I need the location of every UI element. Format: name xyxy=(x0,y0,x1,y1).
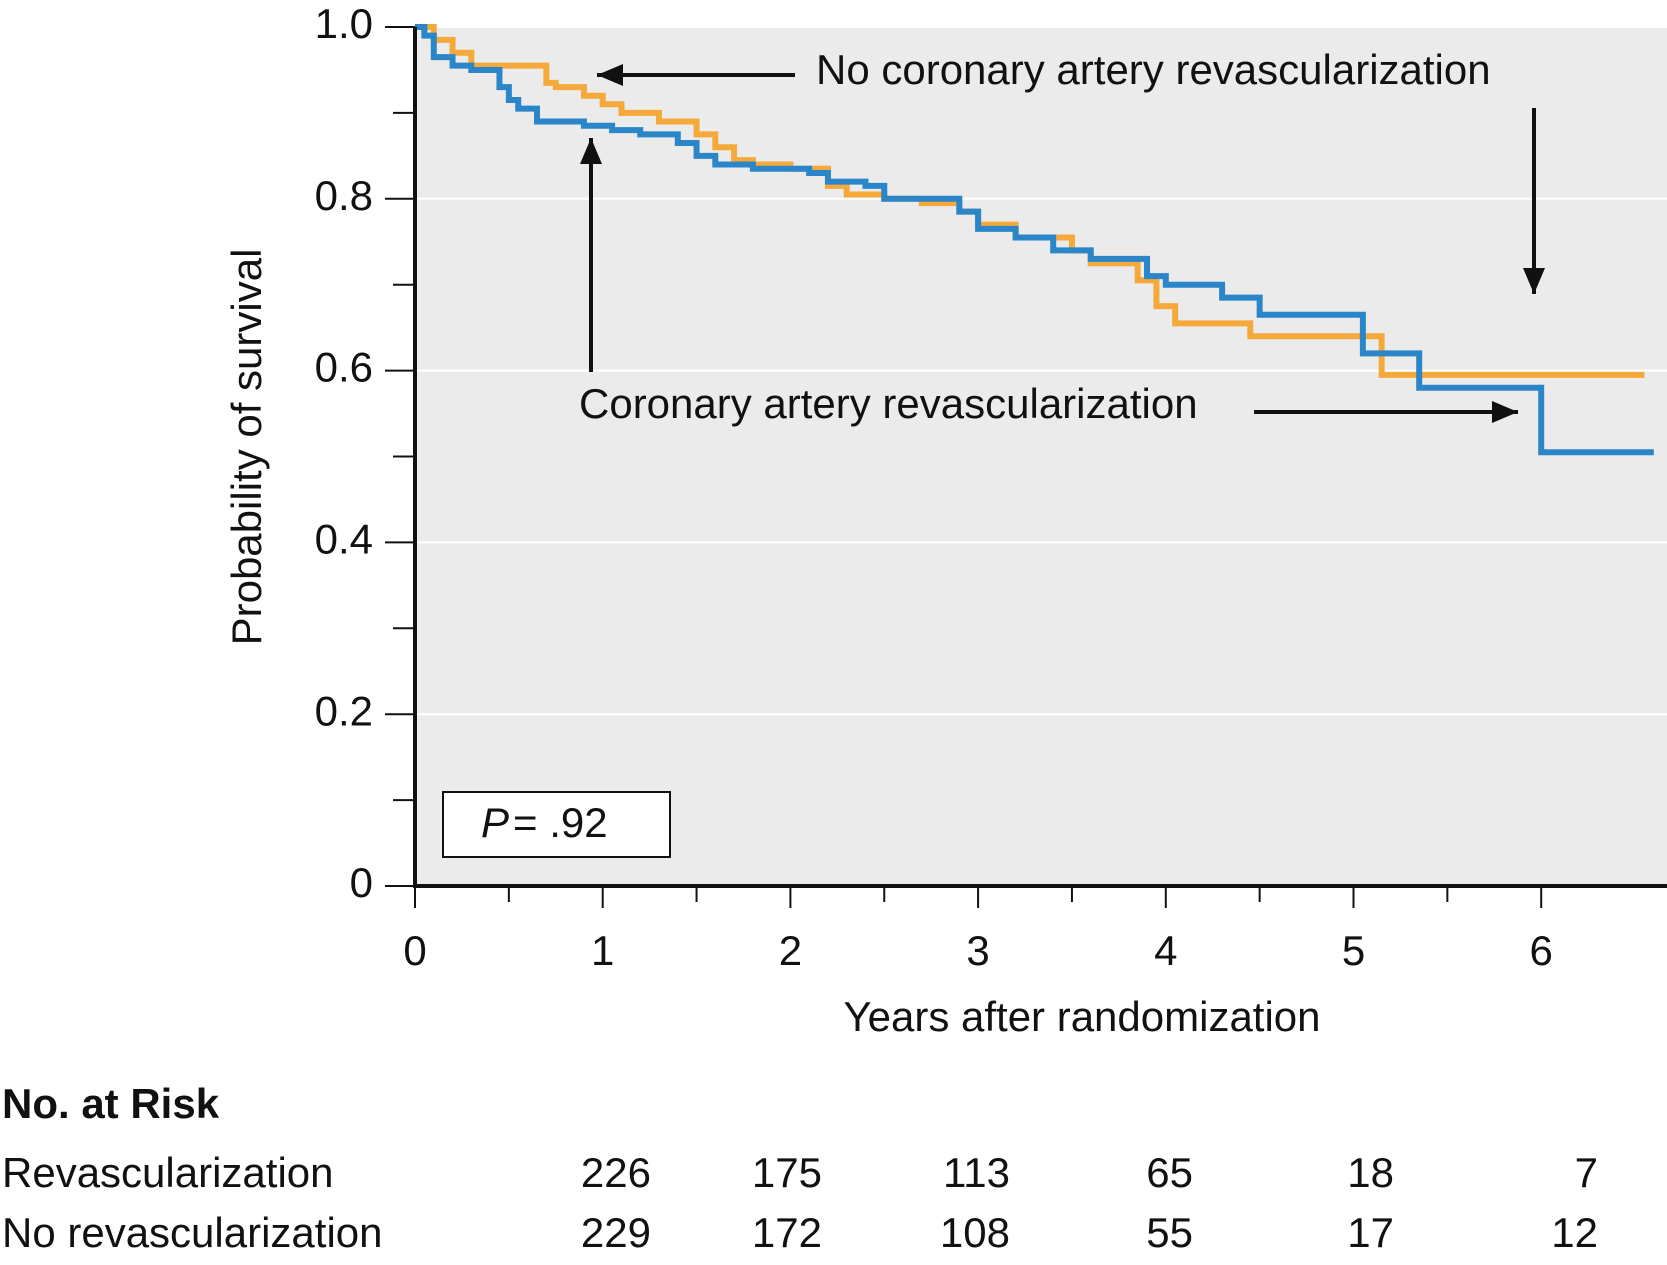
risk-count: 17 xyxy=(1347,1209,1394,1256)
risk-count: 55 xyxy=(1146,1209,1193,1256)
risk-count: 12 xyxy=(1551,1209,1598,1256)
risk-count: 172 xyxy=(752,1209,822,1256)
risk-count: 65 xyxy=(1146,1149,1193,1196)
x-tick-label: 5 xyxy=(1342,927,1365,974)
x-tick-label: 3 xyxy=(966,927,989,974)
y-axis-label: Probability of survival xyxy=(223,249,270,646)
risk-count: 108 xyxy=(940,1209,1010,1256)
y-tick-label: 0.8 xyxy=(315,172,373,219)
risk-row-label: No revascularization xyxy=(2,1209,383,1256)
p-value-text: = .92 xyxy=(513,799,608,846)
series-label: No coronary artery revascularization xyxy=(816,46,1491,93)
survival-line xyxy=(415,24,1654,456)
arrow-head xyxy=(597,64,623,86)
y-tick-label: 1.0 xyxy=(315,0,373,47)
y-tick-label: 0.2 xyxy=(315,687,373,734)
x-tick-label: 4 xyxy=(1154,927,1177,974)
risk-count: 229 xyxy=(581,1209,651,1256)
risk-count: 175 xyxy=(752,1149,822,1196)
arrow-head xyxy=(1492,401,1518,423)
risk-count: 18 xyxy=(1347,1149,1394,1196)
arrow-head xyxy=(580,138,602,164)
series-label: Coronary artery revascularization xyxy=(579,380,1198,427)
p-value-box xyxy=(442,791,671,858)
y-tick-label: 0.6 xyxy=(315,344,373,391)
risk-count: 113 xyxy=(943,1149,1010,1196)
x-tick-label: 1 xyxy=(591,927,614,974)
p-symbol: P xyxy=(481,799,509,846)
arrow-head xyxy=(1523,268,1545,294)
y-tick-label: 0 xyxy=(350,859,373,906)
x-axis-label: Years after randomization xyxy=(843,993,1320,1040)
x-tick-label: 6 xyxy=(1530,927,1553,974)
y-tick-label: 0.4 xyxy=(315,515,373,562)
x-tick-label: 0 xyxy=(403,927,426,974)
risk-count: 226 xyxy=(581,1149,651,1196)
plot-background xyxy=(415,27,1667,886)
risk-row-label: Revascularization xyxy=(2,1149,334,1196)
x-tick-label: 2 xyxy=(779,927,802,974)
risk-count: 7 xyxy=(1575,1149,1598,1196)
risk-table-title: No. at Risk xyxy=(2,1080,220,1127)
